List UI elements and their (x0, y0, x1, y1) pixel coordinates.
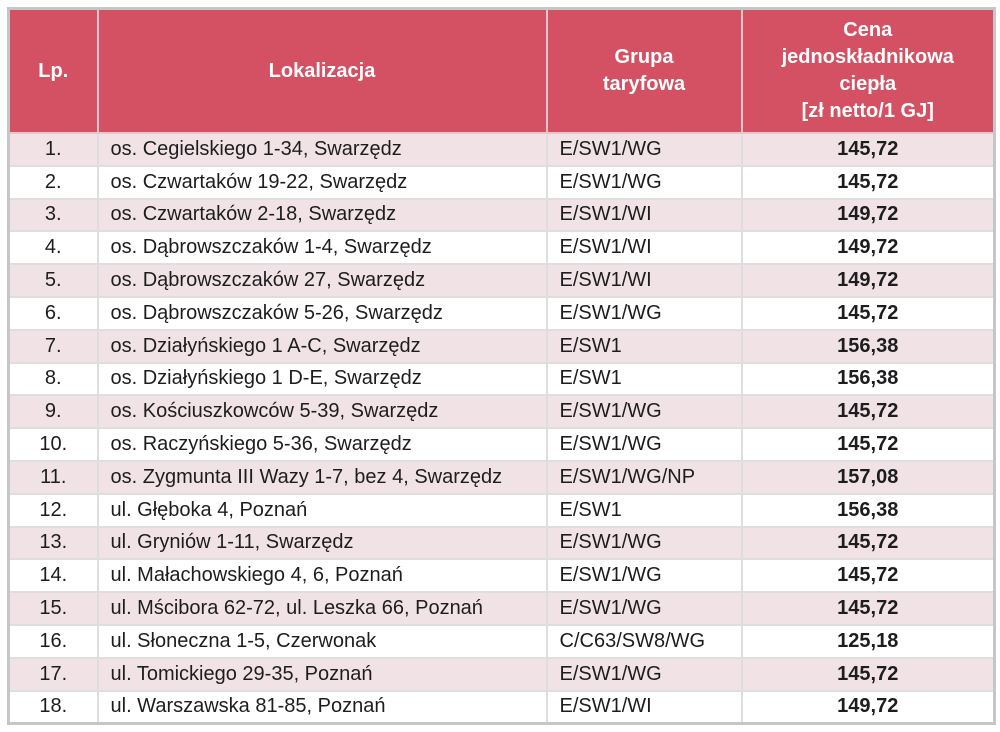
location-cell: os. Dąbrowszczaków 1-4, Swarzędz (96, 230, 548, 266)
location-cell: ul. Tomickiego 29-35, Poznań (96, 656, 548, 692)
price-cell: 149,72 (740, 689, 996, 725)
tariff-group-cell: E/SW1/WG (545, 656, 743, 692)
row-number: 3. (7, 197, 99, 233)
row-number: 12. (7, 492, 99, 528)
location-cell: os. Dąbrowszczaków 5-26, Swarzędz (96, 295, 548, 331)
table-row: 16. ul. Słoneczna 1-5, Czerwonak C/C63/S… (7, 623, 996, 659)
price-cell: 156,38 (740, 492, 996, 528)
location-cell: ul. Warszawska 81-85, Poznań (96, 689, 548, 725)
location-cell: os. Działyńskiego 1 D-E, Swarzędz (96, 361, 548, 397)
row-number: 5. (7, 263, 99, 298)
table-row: 1. os. Cegielskiego 1-34, Swarzędz E/SW1… (7, 132, 996, 167)
table-row: 17. ul. Tomickiego 29-35, Poznań E/SW1/W… (7, 656, 996, 692)
table-row: 14. ul. Małachowskiego 4, 6, Poznań E/SW… (7, 558, 996, 594)
price-cell: 157,08 (740, 459, 996, 495)
row-number: 13. (7, 525, 99, 561)
location-cell: os. Dąbrowszczaków 27, Swarzędz (96, 263, 548, 298)
column-header-grupa-taryfowa: Grupa taryfowa (545, 7, 743, 134)
price-cell: 145,72 (740, 132, 996, 167)
price-cell: 149,72 (740, 230, 996, 266)
row-number: 17. (7, 656, 99, 692)
table-header: Lp. Lokalizacja Grupa taryfowa Cena jedn… (7, 7, 996, 134)
location-cell: ul. Głęboka 4, Poznań (96, 492, 548, 528)
tariff-group-cell: E/SW1/WG (545, 558, 743, 594)
tariff-group-cell: E/SW1/WG (545, 525, 743, 561)
table-row: 9. os. Kościuszkowców 5-39, Swarzędz E/S… (7, 394, 996, 430)
price-cell: 149,72 (740, 263, 996, 298)
tariff-group-cell: E/SW1/WG (545, 427, 743, 462)
location-cell: os. Czwartaków 2-18, Swarzędz (96, 197, 548, 233)
table-row: 11. os. Zygmunta III Wazy 1-7, bez 4, Sw… (7, 459, 996, 495)
column-header-cena: Cena jednoskładnikowa ciepła [zł netto/1… (740, 7, 996, 134)
table-row: 13. ul. Gryniów 1-11, Swarzędz E/SW1/WG … (7, 525, 996, 561)
table-body: 1. os. Cegielskiego 1-34, Swarzędz E/SW1… (7, 132, 996, 725)
tariff-group-cell: E/SW1/WG (545, 164, 743, 200)
tariff-group-cell: E/SW1/WI (545, 230, 743, 266)
price-cell: 145,72 (740, 394, 996, 430)
location-cell: ul. Małachowskiego 4, 6, Poznań (96, 558, 548, 594)
price-cell: 145,72 (740, 558, 996, 594)
price-cell: 149,72 (740, 197, 996, 233)
price-cell: 145,72 (740, 591, 996, 626)
row-number: 4. (7, 230, 99, 266)
table-row: 4. os. Dąbrowszczaków 1-4, Swarzędz E/SW… (7, 230, 996, 266)
row-number: 9. (7, 394, 99, 430)
table-row: 18. ul. Warszawska 81-85, Poznań E/SW1/W… (7, 689, 996, 725)
header-row: Lp. Lokalizacja Grupa taryfowa Cena jedn… (7, 7, 996, 134)
price-cell: 145,72 (740, 427, 996, 462)
tariff-group-cell: E/SW1 (545, 361, 743, 397)
row-number: 11. (7, 459, 99, 495)
table-row: 12. ul. Głęboka 4, Poznań E/SW1 156,38 (7, 492, 996, 528)
row-number: 18. (7, 689, 99, 725)
row-number: 16. (7, 623, 99, 659)
row-number: 2. (7, 164, 99, 200)
location-cell: os. Cegielskiego 1-34, Swarzędz (96, 132, 548, 167)
row-number: 15. (7, 591, 99, 626)
price-cell: 145,72 (740, 525, 996, 561)
column-header-lokalizacja: Lokalizacja (96, 7, 548, 134)
location-cell: os. Działyńskiego 1 A-C, Swarzędz (96, 328, 548, 364)
row-number: 8. (7, 361, 99, 397)
row-number: 10. (7, 427, 99, 462)
location-cell: ul. Słoneczna 1-5, Czerwonak (96, 623, 548, 659)
price-cell: 145,72 (740, 164, 996, 200)
location-cell: os. Kościuszkowców 5-39, Swarzędz (96, 394, 548, 430)
location-cell: os. Czwartaków 19-22, Swarzędz (96, 164, 548, 200)
row-number: 14. (7, 558, 99, 594)
table-row: 15. ul. Mścibora 62-72, ul. Leszka 66, P… (7, 591, 996, 626)
price-cell: 156,38 (740, 361, 996, 397)
price-cell: 156,38 (740, 328, 996, 364)
location-cell: ul. Gryniów 1-11, Swarzędz (96, 525, 548, 561)
table-row: 10. os. Raczyńskiego 5-36, Swarzędz E/SW… (7, 427, 996, 462)
tariff-group-cell: E/SW1/WI (545, 689, 743, 725)
location-cell: os. Raczyńskiego 5-36, Swarzędz (96, 427, 548, 462)
table-row: 7. os. Działyńskiego 1 A-C, Swarzędz E/S… (7, 328, 996, 364)
tariff-group-cell: E/SW1/WG/NP (545, 459, 743, 495)
price-cell: 145,72 (740, 656, 996, 692)
table-row: 8. os. Działyńskiego 1 D-E, Swarzędz E/S… (7, 361, 996, 397)
tariff-group-cell: E/SW1/WI (545, 197, 743, 233)
heat-price-table: Lp. Lokalizacja Grupa taryfowa Cena jedn… (7, 7, 996, 726)
tariff-group-cell: C/C63/SW8/WG (545, 623, 743, 659)
tariff-group-cell: E/SW1 (545, 492, 743, 528)
column-header-lp: Lp. (7, 7, 99, 134)
row-number: 7. (7, 328, 99, 364)
tariff-group-cell: E/SW1 (545, 328, 743, 364)
table-row: 2. os. Czwartaków 19-22, Swarzędz E/SW1/… (7, 164, 996, 200)
tariff-group-cell: E/SW1/WG (545, 295, 743, 331)
price-cell: 145,72 (740, 295, 996, 331)
row-number: 1. (7, 132, 99, 167)
price-cell: 125,18 (740, 623, 996, 659)
tariff-group-cell: E/SW1/WG (545, 394, 743, 430)
tariff-group-cell: E/SW1/WI (545, 263, 743, 298)
row-number: 6. (7, 295, 99, 331)
table-row: 6. os. Dąbrowszczaków 5-26, Swarzędz E/S… (7, 295, 996, 331)
table-row: 3. os. Czwartaków 2-18, Swarzędz E/SW1/W… (7, 197, 996, 233)
tariff-group-cell: E/SW1/WG (545, 132, 743, 167)
tariff-group-cell: E/SW1/WG (545, 591, 743, 626)
location-cell: ul. Mścibora 62-72, ul. Leszka 66, Pozna… (96, 591, 548, 626)
table-row: 5. os. Dąbrowszczaków 27, Swarzędz E/SW1… (7, 263, 996, 298)
location-cell: os. Zygmunta III Wazy 1-7, bez 4, Swarzę… (96, 459, 548, 495)
